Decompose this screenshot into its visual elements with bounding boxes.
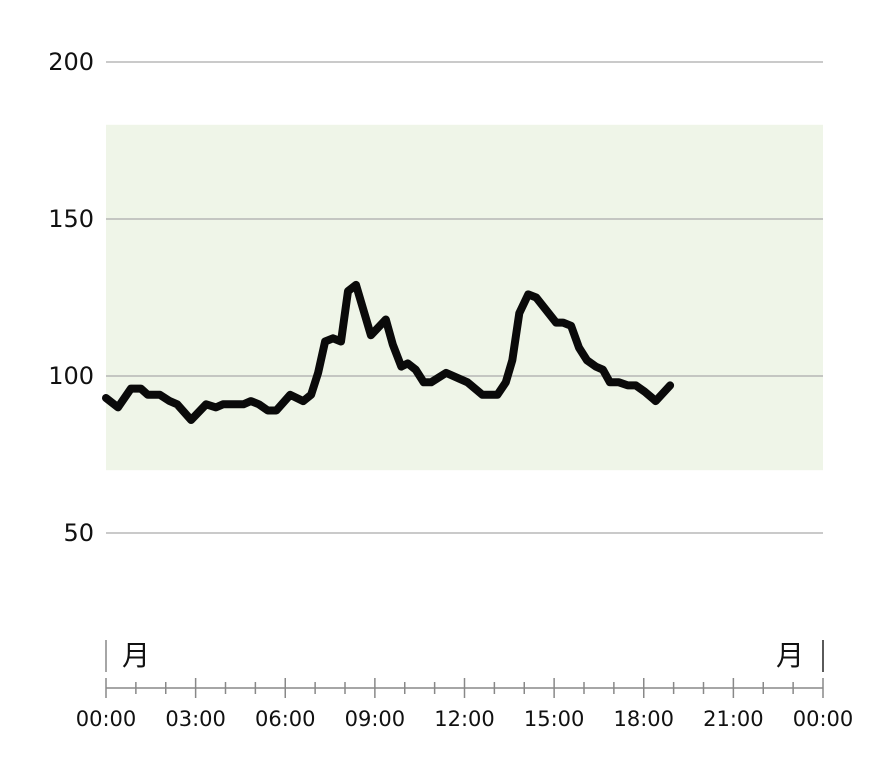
day-label-end: 月 xyxy=(776,639,804,672)
target-range-band xyxy=(106,124,823,471)
y-tick-label: 50 xyxy=(63,519,94,547)
day-label-start: 月 xyxy=(122,639,150,672)
x-tick-label: 12:00 xyxy=(434,707,495,731)
x-tick-label: 09:00 xyxy=(345,707,406,731)
grid-lines xyxy=(106,61,823,534)
y-tick-label: 100 xyxy=(48,362,94,390)
x-tick-label: 06:00 xyxy=(255,707,316,731)
x-axis: 00:00 03:00 06:00 09:00 12:00 15:00 18:00 21:00… xyxy=(76,678,854,731)
series-line xyxy=(102,280,675,424)
x-tick-label: 18:00 xyxy=(613,707,674,731)
x-tick-label: 00:00 xyxy=(76,707,137,731)
y-tick-label: 200 xyxy=(48,48,94,76)
x-tick-label: 21:00 xyxy=(703,707,764,731)
y-axis-ticks: 50 100 150 200 xyxy=(48,48,94,547)
y-tick-label: 150 xyxy=(48,205,94,233)
x-tick-label: 03:00 xyxy=(165,707,226,731)
x-tick-label: 15:00 xyxy=(524,707,585,731)
data-points xyxy=(105,284,671,421)
x-tick-label: 00:00 xyxy=(793,707,854,731)
